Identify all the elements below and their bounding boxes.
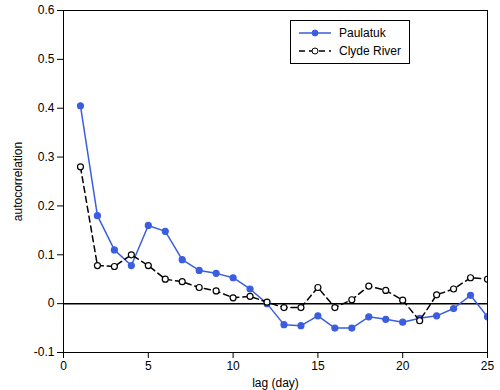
html-text:Paulatuk: Paulatuk xyxy=(339,26,386,40)
svg-text:20: 20 xyxy=(396,359,410,373)
svg-text:0.4: 0.4 xyxy=(38,101,55,115)
svg-text:-0.1: -0.1 xyxy=(34,345,55,359)
svg-text:25: 25 xyxy=(481,359,495,373)
svg-text:0.5: 0.5 xyxy=(38,52,55,66)
svg-text:0.3: 0.3 xyxy=(38,150,55,164)
svg-text:lag (day): lag (day) xyxy=(252,376,299,390)
svg-text:0: 0 xyxy=(60,359,67,373)
svg-text:0.2: 0.2 xyxy=(38,199,55,213)
svg-text:15: 15 xyxy=(311,359,325,373)
svg-text:0.1: 0.1 xyxy=(38,248,55,262)
svg-text:5: 5 xyxy=(145,359,152,373)
svg-text:0.6: 0.6 xyxy=(38,3,55,17)
html-text:Clyde River: Clyde River xyxy=(339,44,401,58)
svg-text:10: 10 xyxy=(226,359,240,373)
svg-text:autocorrelation: autocorrelation xyxy=(11,142,25,221)
svg-text:0: 0 xyxy=(48,296,55,310)
